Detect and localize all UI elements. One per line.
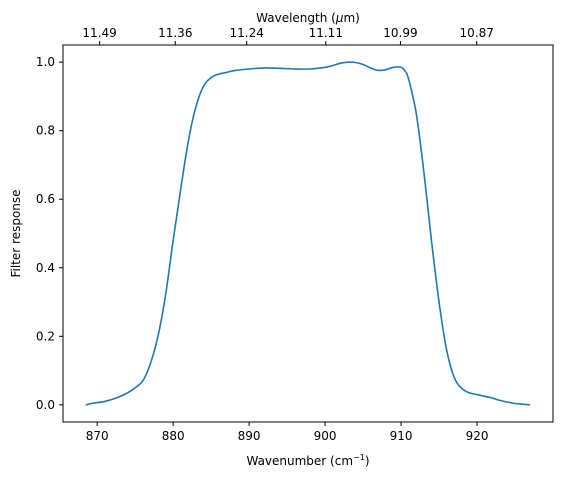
- x-tick-label: 870: [86, 429, 109, 443]
- series-line-0: [85, 61, 531, 406]
- x-tick-label: 900: [314, 429, 337, 443]
- x-tick-label: 880: [162, 429, 185, 443]
- x-tick-label: 910: [390, 429, 413, 443]
- axis-ticks: 870 880 890 900 910 920 0.0 0.2 0.4 0.6 0.8 1.0 11.4…: [36, 26, 494, 443]
- y-tick-label: 0.6: [36, 192, 55, 206]
- top-tick-label: 11.11: [309, 26, 343, 40]
- x-tick-label: 920: [466, 429, 489, 443]
- x-tick-label: 890: [238, 429, 261, 443]
- y-tick-label: 1.0: [36, 55, 55, 69]
- y-tick-label: 0.0: [36, 398, 55, 412]
- plot-area: [85, 61, 531, 406]
- x-axis-label: Wavenumber (cm−1): [246, 453, 369, 468]
- axes-frame: [62, 44, 554, 423]
- y-tick-label: 0.2: [36, 329, 55, 343]
- top-x-axis-label: Wavelength (μm): [256, 11, 360, 25]
- top-tick-label: 11.36: [158, 26, 192, 40]
- top-tick-label: 11.24: [230, 26, 264, 40]
- y-axis-label: Filter response: [9, 189, 23, 277]
- top-tick-label: 10.99: [383, 26, 417, 40]
- y-tick-label: 0.4: [36, 261, 55, 275]
- y-tick-label: 0.8: [36, 124, 55, 138]
- top-tick-label: 10.87: [460, 26, 494, 40]
- top-tick-label: 11.49: [82, 26, 116, 40]
